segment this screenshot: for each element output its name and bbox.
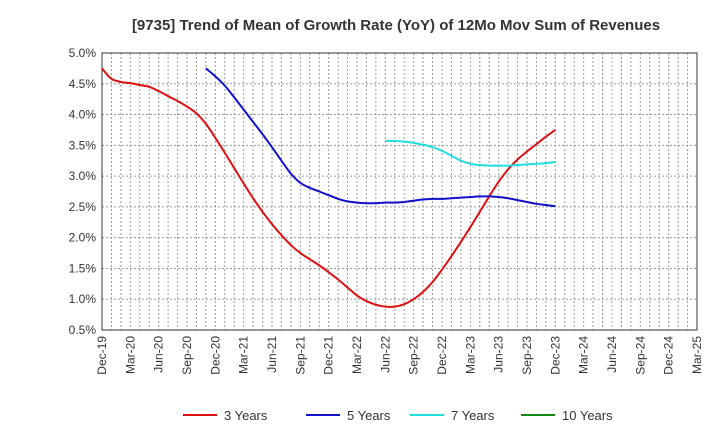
x-tick-label: Jun-20 [152,336,166,373]
x-tick-label: Sep-22 [407,336,421,375]
y-tick-label: 4.5% [69,77,97,91]
x-tick-label: Dec-23 [548,336,562,375]
y-tick-label: 2.5% [69,200,97,214]
legend-3-years-label: 3 Years [224,408,268,423]
x-tick-label: Dec-20 [208,336,222,375]
y-axis: 0.5% 1.0% 1.5% 2.0% 2.5% 3.0% 3.5% 4.0% 4.5% 5.0% [69,46,97,337]
y-tick-label: 3.5% [69,138,97,152]
legend-10-years-label: 10 Years [562,408,613,423]
x-tick-label: Mar-21 [237,336,251,374]
x-tick-label: Mar-20 [123,336,137,374]
x-tick-label: Jun-23 [492,336,506,373]
series-line-5-years [205,67,556,208]
y-tick-label: 1.0% [69,292,97,306]
x-tick-label: Jun-24 [605,336,619,373]
grid [102,53,697,330]
x-tick-label: Sep-21 [293,336,307,375]
x-tick-label: Sep-20 [180,336,194,375]
x-tick-label: Sep-23 [520,336,534,375]
x-tick-label: Dec-24 [662,336,676,375]
x-axis: Dec-19 Mar-20 Jun-20 Sep-20 Dec-20 Mar-21 Jun-… [95,336,704,375]
legend-7-years-label: 7 Years [451,408,495,423]
chart-title: [9735] Trend of Mean of Growth Rate (YoY… [132,17,660,34]
x-tick-label: Dec-22 [435,336,449,375]
plot-frame [101,52,698,331]
series-line-7-years [385,139,556,167]
series-layer [101,67,556,308]
y-tick-label: 2.0% [69,231,97,245]
legend-5-years-label: 5 Years [347,408,391,423]
y-tick-label: 3.0% [69,169,97,183]
x-tick-label: Sep-24 [633,336,647,375]
series-line-3-years [101,67,556,308]
legend: 3 Years 5 Years 7 Years 10 Years [183,408,613,423]
x-tick-label: Mar-24 [577,336,591,374]
x-tick-label: Mar-22 [350,336,364,374]
y-tick-label: 0.5% [69,323,97,337]
x-tick-label: Dec-19 [95,336,109,375]
x-tick-label: Mar-23 [463,336,477,374]
y-tick-label: 4.0% [69,108,97,122]
y-tick-label: 5.0% [69,46,97,60]
y-tick-label: 1.5% [69,261,97,275]
x-tick-label: Jun-22 [378,336,392,373]
x-tick-label: Mar-25 [690,336,704,374]
x-tick-label: Dec-21 [322,336,336,375]
x-tick-label: Jun-21 [265,336,279,373]
